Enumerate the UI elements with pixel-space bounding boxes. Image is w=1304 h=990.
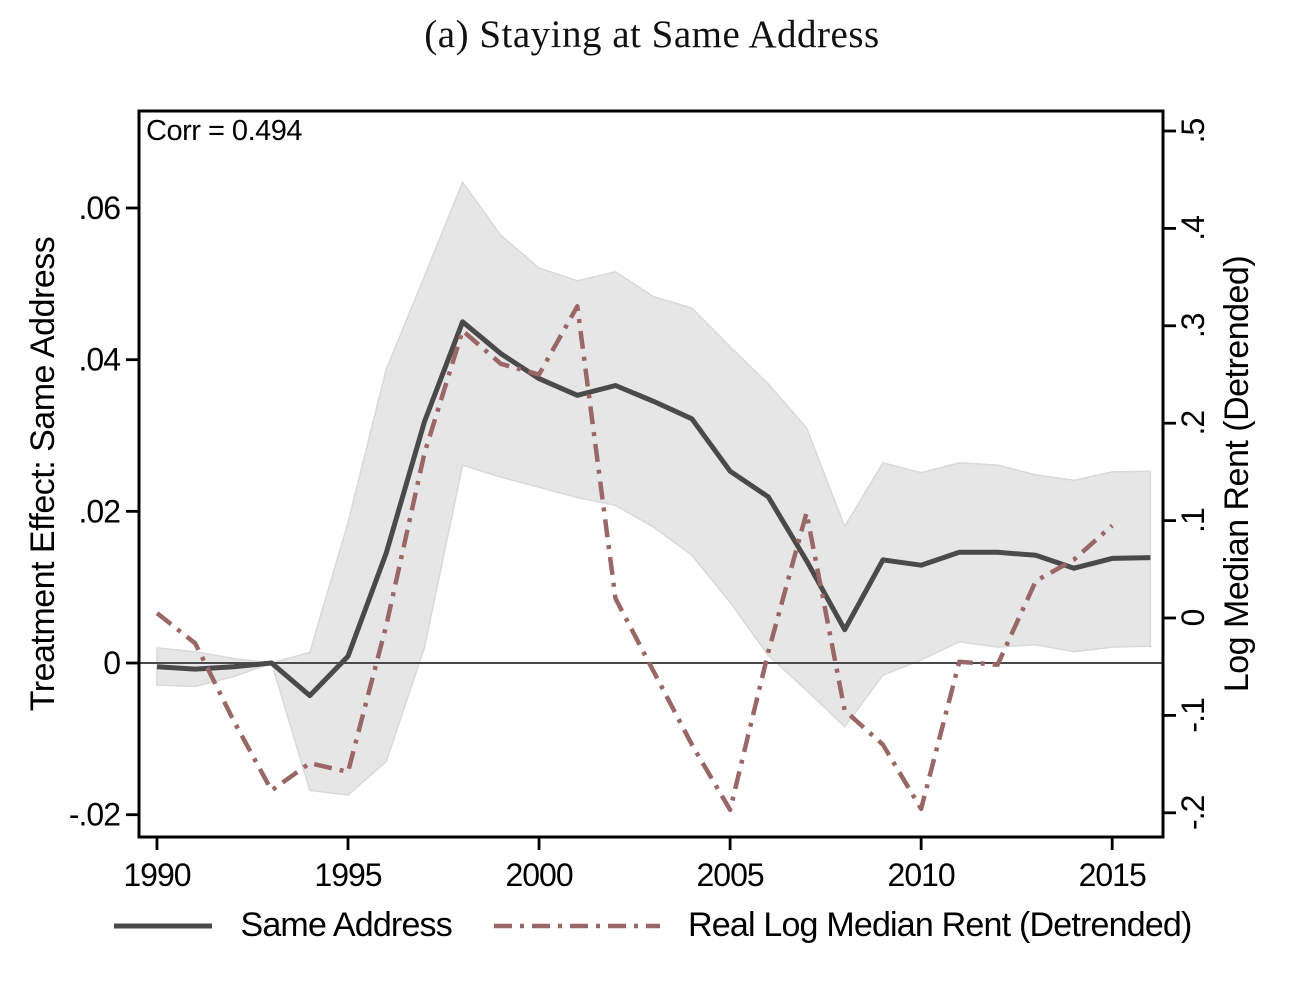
axes-layer: .06 .04 .02 0 -.02 .5 .4 .3 .2 .1 0 -.1 -.2 1990 1995 2… (69, 118, 1211, 893)
y-axis-title-right: Log Median Rent (Detrended) (1218, 256, 1256, 692)
y-left-tick-label: .02 (79, 493, 121, 529)
series-line-real-log-median-rent-detrended- (155, 304, 1114, 813)
legend: Same Address Real Log Median Rent (Detre… (0, 906, 1304, 945)
plot-frame (137, 109, 1165, 839)
y-axis-title-left: Treatment Effect: Same Address (24, 237, 62, 711)
y-right-tick-label: -.1 (1175, 698, 1211, 733)
legend-label: Same Address (240, 906, 452, 944)
series-line-same-address (156, 319, 1151, 699)
corr-label: Corr = 0.494 (146, 115, 302, 147)
y-right-tick-label: .5 (1175, 118, 1211, 143)
x-tick-label: 1995 (314, 857, 381, 893)
y-left-tick-label: 0 (103, 645, 120, 681)
y-right-tick-label: .3 (1175, 313, 1211, 338)
legend-label: Real Log Median Rent (Detrended) (687, 906, 1192, 944)
y-right-tick-label: 0 (1175, 609, 1211, 626)
y-right-tick-label: .1 (1175, 508, 1211, 533)
y-left-tick-label: .06 (79, 190, 121, 226)
ci-band (156, 181, 1152, 796)
solid-line-swatch-icon (114, 923, 213, 928)
x-tick-label: 2005 (696, 857, 763, 893)
y-right-tick-label: .4 (1175, 216, 1211, 241)
x-tick-label: 2000 (505, 857, 572, 893)
x-tick-label: 2015 (1079, 857, 1146, 893)
legend-item-rent: Real Log Median Rent (Detrended) (492, 906, 1192, 945)
y-right-tick-label: -.2 (1175, 795, 1211, 830)
legend-item-same-address: Same Address (112, 906, 453, 945)
y-left-tick-label: .04 (79, 342, 121, 378)
chart-layers (139, 181, 1163, 813)
y-left-tick-label: -.02 (69, 797, 120, 833)
x-tick-label: 2010 (888, 857, 955, 893)
y-right-tick-label: .2 (1175, 411, 1211, 436)
chart-title: (a) Staying at Same Address (424, 13, 880, 56)
dashdot-line-swatch-icon (493, 923, 660, 928)
x-tick-label: 1990 (123, 857, 190, 893)
